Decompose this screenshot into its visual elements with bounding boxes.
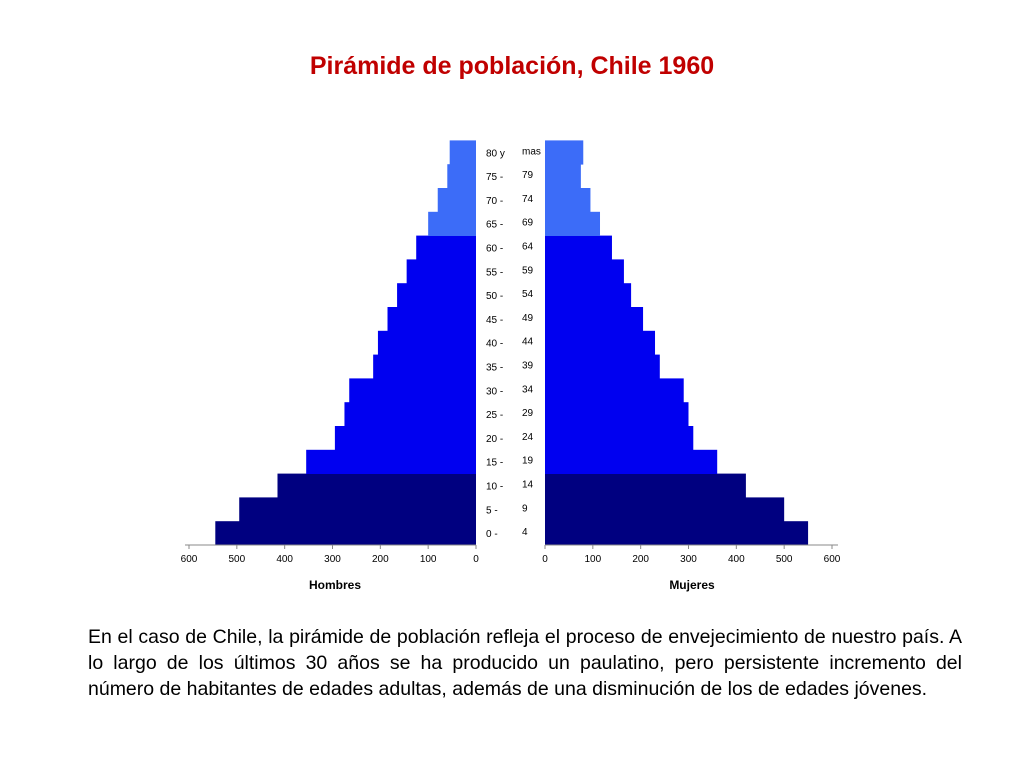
age-label-left: 25 -	[486, 410, 503, 421]
age-label-right: 44	[522, 337, 534, 348]
x-tick-label-right: 200	[632, 554, 649, 565]
bar-hombres-35-39	[373, 354, 476, 379]
age-label-right: mas	[522, 146, 541, 157]
bar-hombres-0-4	[215, 521, 476, 546]
x-tick-label-left: 500	[228, 554, 245, 565]
x-axis-title-hombres: Hombres	[309, 578, 361, 592]
bar-mujeres-25-29	[545, 402, 689, 427]
age-label-right: 54	[522, 289, 534, 300]
age-label-left: 80 y	[486, 148, 505, 159]
bar-mujeres-70-74	[545, 188, 591, 213]
bar-mujeres-15-19	[545, 449, 718, 474]
age-label-right: 19	[522, 456, 534, 467]
x-tick-label-right: 0	[542, 554, 548, 565]
age-label-left: 35 -	[486, 363, 503, 374]
age-label-left: 10 -	[486, 482, 503, 493]
x-axis-title-mujeres: Mujeres	[669, 578, 715, 592]
age-label-right: 59	[522, 265, 534, 276]
bar-mujeres-35-39	[545, 354, 660, 379]
age-label-right: 39	[522, 361, 534, 372]
x-tick-label-left: 600	[181, 554, 198, 565]
bar-hombres-75-79	[447, 164, 476, 189]
x-tick-label-left: 300	[324, 554, 341, 565]
slide-title: Pirámide de población, Chile 1960	[309, 52, 715, 80]
bar-hombres-55-59	[406, 259, 476, 284]
bar-hombres-40-44	[377, 330, 476, 355]
x-tick-label-right: 100	[584, 554, 601, 565]
x-tick-label-right: 400	[728, 554, 745, 565]
x-tick-label-left: 100	[420, 554, 437, 565]
age-label-right: 14	[522, 480, 534, 491]
age-label-right: 34	[522, 384, 534, 395]
bar-mujeres-50-54	[545, 283, 632, 308]
bar-hombres-20-24	[334, 426, 476, 451]
bar-hombres-50-54	[397, 283, 476, 308]
age-label-left: 5 -	[486, 505, 498, 516]
age-label-right: 79	[522, 170, 534, 181]
age-label-left: 45 -	[486, 315, 503, 326]
x-tick-label-right: 600	[824, 554, 841, 565]
bar-mujeres-65-69	[545, 211, 601, 236]
bar-mujeres-10-14	[545, 473, 746, 498]
age-label-right: 49	[522, 313, 534, 324]
x-tick-label-right: 300	[680, 554, 697, 565]
bar-hombres-65-69	[428, 211, 476, 236]
age-label-left: 15 -	[486, 458, 503, 469]
x-tick-label-left: 200	[372, 554, 389, 565]
x-tick-label-right: 500	[776, 554, 793, 565]
age-label-left: 50 -	[486, 291, 503, 302]
description-paragraph: En el caso de Chile, la pirámide de pobl…	[88, 626, 962, 700]
age-label-left: 70 -	[486, 196, 503, 207]
age-label-left: 55 -	[486, 267, 503, 278]
bar-mujeres-55-59	[545, 259, 624, 284]
bar-hombres-70-74	[437, 188, 476, 213]
bar-hombres-30-34	[349, 378, 476, 403]
age-label-right: 4	[522, 527, 528, 538]
bar-mujeres-20-24	[545, 426, 694, 451]
bar-mujeres-0-4	[545, 521, 809, 546]
age-label-left: 75 -	[486, 172, 503, 183]
age-label-left: 20 -	[486, 434, 503, 445]
age-label-left: 60 -	[486, 244, 503, 255]
bar-mujeres-60-64	[545, 235, 612, 260]
bar-hombres-15-19	[306, 449, 476, 474]
bar-hombres-10-14	[277, 473, 476, 498]
x-tick-label-left: 0	[473, 554, 479, 565]
bar-hombres-25-29	[344, 402, 476, 427]
age-label-right: 29	[522, 408, 534, 419]
age-label-right: 69	[522, 218, 534, 229]
bar-mujeres-40-44	[545, 330, 656, 355]
bar-mujeres-75-79	[545, 164, 581, 189]
age-label-left: 40 -	[486, 339, 503, 350]
bar-mujeres-45-49	[545, 307, 644, 332]
bar-hombres-5-9	[239, 497, 476, 522]
bar-mujeres-5-9	[545, 497, 785, 522]
age-label-left: 30 -	[486, 386, 503, 397]
x-tick-label-left: 400	[276, 554, 293, 565]
bar-hombres-45-49	[387, 307, 476, 332]
bar-hombres-80 y mas	[449, 140, 476, 165]
age-label-right: 74	[522, 194, 534, 205]
age-label-right: 64	[522, 242, 534, 253]
age-label-right: 24	[522, 432, 534, 443]
bar-mujeres-80 y mas	[545, 140, 584, 165]
age-label-right: 9	[522, 503, 528, 514]
age-label-left: 65 -	[486, 220, 503, 231]
bar-mujeres-30-34	[545, 378, 684, 403]
age-label-left: 0 -	[486, 529, 498, 540]
bar-hombres-60-64	[416, 235, 476, 260]
